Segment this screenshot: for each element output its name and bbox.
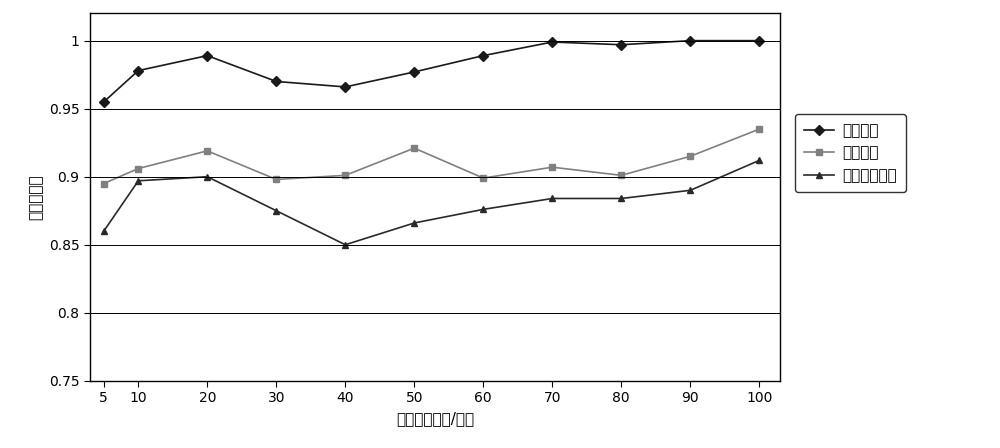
随机调度算法 [408, 220, 420, 226]
改进算法 [615, 42, 627, 47]
改进算法 [408, 69, 420, 75]
改进算法 [270, 79, 282, 84]
随机调度算法 [615, 196, 627, 201]
随机调度算法 [546, 196, 558, 201]
改进算法 [98, 99, 110, 104]
原始算法 [615, 172, 627, 178]
原始算法 [408, 146, 420, 151]
改进算法 [339, 84, 351, 90]
原始算法 [477, 175, 489, 181]
Line: 原始算法: 原始算法 [100, 125, 763, 187]
改进算法 [684, 38, 696, 43]
原始算法 [98, 181, 110, 186]
原始算法 [270, 177, 282, 182]
随机调度算法 [270, 208, 282, 213]
Line: 改进算法: 改进算法 [100, 37, 763, 105]
改进算法 [201, 53, 213, 58]
随机调度算法 [339, 242, 351, 247]
改进算法 [753, 38, 765, 43]
改进算法 [477, 53, 489, 58]
改进算法 [132, 68, 144, 73]
Legend: 改进算法, 原始算法, 随机调度算法: 改进算法, 原始算法, 随机调度算法 [795, 114, 906, 192]
原始算法 [753, 126, 765, 132]
原始算法 [684, 154, 696, 159]
原始算法 [201, 148, 213, 154]
原始算法 [339, 172, 351, 178]
随机调度算法 [98, 228, 110, 234]
原始算法 [132, 166, 144, 171]
X-axis label: 网络监测时间/分钟: 网络监测时间/分钟 [396, 411, 474, 426]
改进算法 [546, 39, 558, 45]
随机调度算法 [753, 158, 765, 163]
Line: 随机调度算法: 随机调度算法 [100, 157, 763, 248]
原始算法 [546, 164, 558, 170]
Y-axis label: 有效覆盖率: 有效覆盖率 [28, 174, 43, 220]
随机调度算法 [132, 178, 144, 184]
随机调度算法 [477, 207, 489, 212]
随机调度算法 [684, 188, 696, 193]
随机调度算法 [201, 174, 213, 179]
